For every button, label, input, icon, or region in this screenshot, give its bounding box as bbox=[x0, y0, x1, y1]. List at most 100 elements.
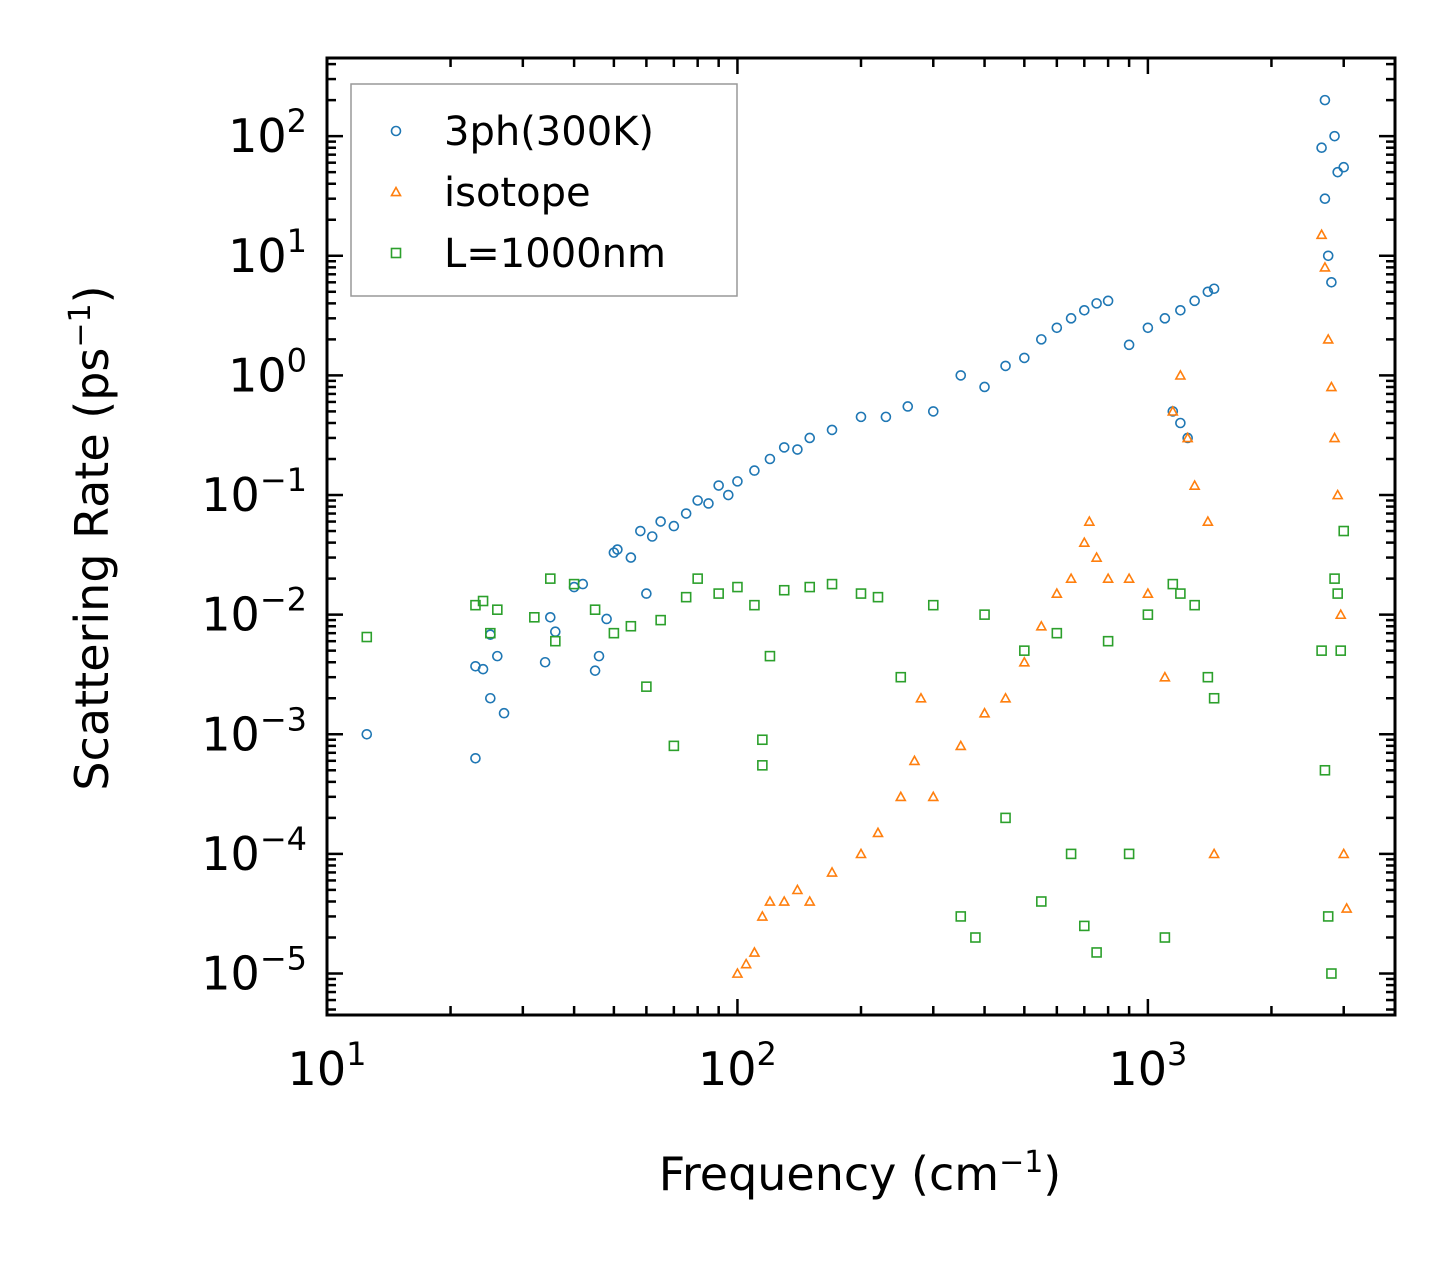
data-point bbox=[1078, 536, 1091, 548]
data-point bbox=[740, 957, 753, 969]
data-point bbox=[1208, 692, 1220, 704]
data-point bbox=[1083, 515, 1096, 526]
data-point bbox=[1338, 525, 1350, 537]
data-point bbox=[970, 932, 981, 943]
data-point bbox=[713, 588, 724, 599]
data-point bbox=[1319, 193, 1331, 204]
data-point bbox=[927, 790, 940, 802]
data-point bbox=[731, 967, 744, 978]
data-point bbox=[1036, 334, 1047, 345]
data-point bbox=[1167, 578, 1179, 590]
data-point bbox=[635, 525, 646, 537]
data-point bbox=[954, 739, 967, 751]
data-point bbox=[880, 411, 892, 423]
data-point bbox=[872, 826, 884, 838]
data-point bbox=[895, 671, 907, 683]
data-point bbox=[764, 895, 776, 906]
data-point bbox=[492, 604, 503, 615]
data-point bbox=[1091, 947, 1102, 958]
data-point bbox=[855, 588, 867, 599]
data-point bbox=[601, 613, 612, 625]
data-point bbox=[757, 734, 768, 746]
data-point bbox=[1123, 848, 1135, 860]
legend-marker bbox=[390, 185, 402, 197]
data-point bbox=[1102, 635, 1114, 647]
y-tick-base: 10 bbox=[228, 229, 287, 283]
data-point bbox=[915, 692, 927, 703]
data-point bbox=[1316, 645, 1327, 656]
y-tick-base: 10 bbox=[228, 348, 287, 402]
data-point bbox=[1175, 588, 1186, 599]
y-tick-base: 10 bbox=[228, 109, 287, 163]
data-point bbox=[1334, 608, 1347, 620]
data-point bbox=[680, 508, 692, 519]
data-point bbox=[804, 581, 816, 593]
data-point bbox=[1142, 322, 1154, 334]
data-point bbox=[1036, 896, 1047, 907]
data-point bbox=[1329, 573, 1340, 584]
x-tick-base: 10 bbox=[698, 1042, 757, 1096]
data-point bbox=[593, 650, 605, 662]
series-L=1000nm bbox=[361, 525, 1350, 979]
data-point bbox=[978, 707, 991, 718]
data-point bbox=[1315, 228, 1328, 240]
data-point bbox=[1079, 305, 1090, 316]
x-axis-label: Frequency (cm−1) bbox=[659, 1145, 1062, 1201]
data-point bbox=[589, 604, 601, 615]
data-point bbox=[1142, 587, 1154, 598]
data-point bbox=[778, 442, 790, 453]
data-point bbox=[361, 728, 373, 740]
data-point bbox=[1065, 572, 1077, 584]
plot-area bbox=[361, 94, 1353, 979]
y-tick-exp: 2 bbox=[287, 102, 307, 140]
data-point bbox=[1208, 283, 1220, 295]
series-3ph(300K) bbox=[361, 94, 1350, 764]
data-point bbox=[826, 578, 838, 590]
data-point bbox=[1102, 572, 1114, 584]
data-point bbox=[1322, 250, 1334, 262]
data-point bbox=[732, 476, 743, 487]
data-point bbox=[1065, 313, 1077, 324]
x-tick-base: 10 bbox=[1108, 1042, 1167, 1096]
y-tick-label: 10−2 bbox=[201, 581, 307, 642]
data-point bbox=[732, 581, 743, 593]
data-point bbox=[1175, 305, 1186, 316]
y-tick-base: 10 bbox=[201, 588, 260, 642]
y-tick-label: 102 bbox=[228, 102, 307, 163]
data-point bbox=[550, 635, 561, 647]
data-point bbox=[612, 544, 623, 555]
axis-labels: Frequency (cm−1) Scattering Rate (ps−1) bbox=[63, 285, 1061, 1201]
data-point bbox=[470, 752, 481, 764]
data-point bbox=[778, 584, 790, 596]
data-point bbox=[1018, 656, 1031, 667]
data-point bbox=[979, 381, 990, 393]
data-point bbox=[723, 489, 734, 501]
data-point bbox=[498, 707, 510, 719]
data-point bbox=[1000, 360, 1011, 372]
data-point bbox=[1188, 479, 1201, 490]
data-point bbox=[589, 665, 601, 676]
data-point bbox=[529, 612, 540, 623]
y-tick-label: 100 bbox=[228, 341, 307, 402]
data-point bbox=[680, 591, 692, 603]
data-point bbox=[999, 692, 1012, 703]
legend-label: isotope bbox=[444, 170, 591, 216]
data-point bbox=[668, 740, 680, 752]
data-point bbox=[608, 627, 620, 639]
y-tick-exp: −3 bbox=[260, 700, 307, 738]
data-point bbox=[1325, 380, 1338, 392]
data-point bbox=[1050, 587, 1063, 598]
x-tick-exp: 1 bbox=[346, 1035, 366, 1073]
data-point bbox=[1332, 588, 1343, 599]
data-point bbox=[1202, 515, 1214, 526]
data-point bbox=[1159, 313, 1171, 324]
data-point bbox=[641, 681, 652, 692]
data-point bbox=[1322, 333, 1335, 344]
y-tick-base: 10 bbox=[201, 947, 260, 1001]
data-point bbox=[749, 465, 760, 476]
plot-frame bbox=[325, 56, 1397, 1017]
y-tick-exp: −5 bbox=[260, 940, 307, 978]
data-point bbox=[1326, 968, 1337, 979]
data-point bbox=[1338, 161, 1350, 173]
data-point bbox=[804, 432, 816, 444]
